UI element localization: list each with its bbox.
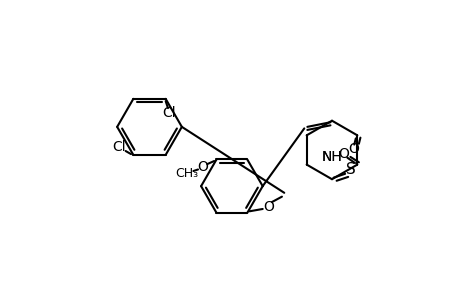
Text: O: O <box>347 142 358 156</box>
Text: NH: NH <box>320 150 341 164</box>
Text: Cl: Cl <box>112 140 126 154</box>
Text: Cl: Cl <box>162 106 176 120</box>
Text: O: O <box>337 147 348 161</box>
Text: CH₃: CH₃ <box>175 167 198 180</box>
Text: NH: NH <box>321 150 342 164</box>
Text: O: O <box>263 200 274 214</box>
Text: S: S <box>346 163 355 178</box>
Text: O: O <box>197 160 207 174</box>
